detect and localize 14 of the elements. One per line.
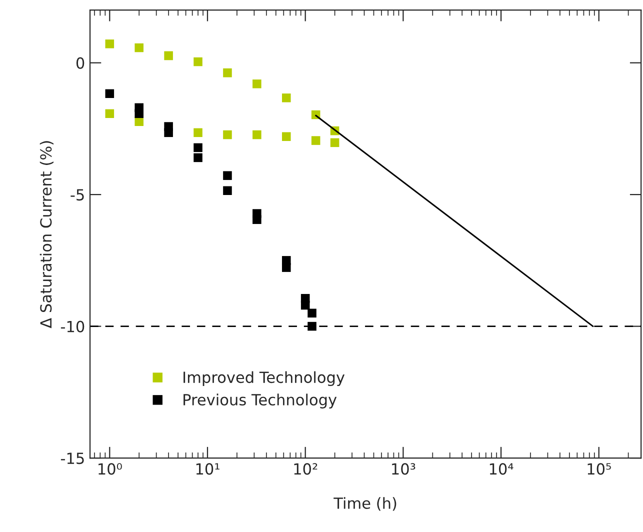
x-tick-label: 10⁴ <box>490 463 514 475</box>
y-tick-label: -10 <box>60 320 84 332</box>
x-tick-label: 10¹ <box>196 463 220 475</box>
y-axis-title: Δ Saturation Current (%) <box>40 141 54 328</box>
x-tick-label: 10⁰ <box>98 463 122 475</box>
y-tick-label: 0 <box>76 57 84 69</box>
x-tick-label: 10⁵ <box>588 463 611 475</box>
x-axis-title: Time (h) <box>334 497 396 511</box>
x-tick-label: 10³ <box>392 463 416 475</box>
y-tick-label: -15 <box>60 452 84 464</box>
x-tick-label: 10² <box>294 463 318 475</box>
y-tick-label: -5 <box>70 189 84 201</box>
legend-label: Improved Technology <box>184 371 345 386</box>
legend-label: Previous Technology <box>184 394 337 408</box>
